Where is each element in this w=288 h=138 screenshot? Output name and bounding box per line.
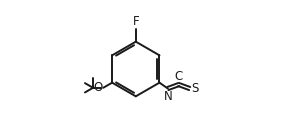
Text: F: F [132,15,139,28]
Text: N: N [164,90,172,103]
Text: S: S [191,82,199,95]
Text: O: O [93,81,103,94]
Text: C: C [175,70,183,83]
